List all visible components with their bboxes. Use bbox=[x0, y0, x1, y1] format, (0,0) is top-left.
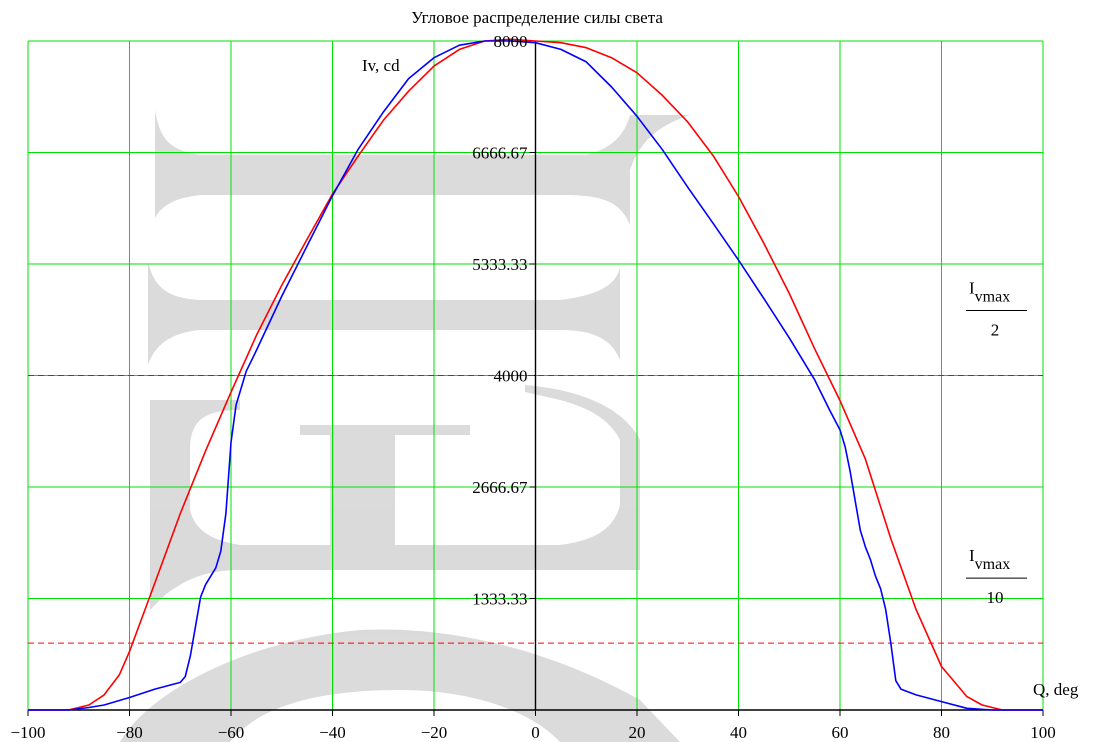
ref-label-denominator: 2 bbox=[991, 321, 1000, 340]
watermark bbox=[120, 110, 690, 742]
series-line-2 bbox=[28, 40, 1043, 711]
x-tick-label: −40 bbox=[319, 723, 346, 742]
reference-annotations: Ivmax 2 Ivmax 10 bbox=[966, 279, 1027, 607]
x-tick-label: 100 bbox=[1030, 723, 1056, 742]
ref-label-denominator: 10 bbox=[987, 588, 1004, 607]
x-axis-label: Q, deg bbox=[1033, 680, 1079, 699]
y-tick-label: 8000 bbox=[494, 32, 528, 51]
y-tick-label: 1333.33 bbox=[472, 590, 527, 609]
watermark-letter-mid bbox=[148, 262, 620, 365]
x-tick-label: −80 bbox=[116, 723, 143, 742]
series-line-1 bbox=[28, 38, 1043, 711]
ref-label-numerator: Ivmax bbox=[969, 546, 1010, 573]
chart-title: Угловое распределение силы света bbox=[411, 8, 663, 27]
x-tick-label: −20 bbox=[421, 723, 448, 742]
x-tick-label: −100 bbox=[10, 723, 45, 742]
axes bbox=[27, 40, 1044, 716]
ref-label-numerator: Ivmax bbox=[969, 279, 1010, 306]
y-tick-label: 4000 bbox=[494, 367, 528, 386]
x-tick-label: 80 bbox=[933, 723, 950, 742]
x-tick-labels: −100 −80 −60 −40 −20 0 20 40 60 80 100 bbox=[10, 723, 1055, 742]
x-tick-label: 60 bbox=[832, 723, 849, 742]
watermark-letter-e2 bbox=[150, 385, 640, 610]
series-group bbox=[28, 38, 1043, 711]
x-tick-label: 40 bbox=[730, 723, 747, 742]
watermark-letter-top bbox=[155, 110, 690, 225]
y-tick-label: 5333.33 bbox=[472, 255, 527, 274]
y-tick-label: 2666.67 bbox=[472, 478, 528, 497]
watermark-letter-bottom bbox=[120, 629, 680, 742]
y-tick-label: 6666.67 bbox=[472, 143, 528, 162]
x-tick-label: 0 bbox=[531, 723, 540, 742]
x-tick-label: 20 bbox=[629, 723, 646, 742]
y-axis-label: Iv, cd bbox=[362, 56, 400, 75]
x-tick-label: −60 bbox=[218, 723, 245, 742]
reference-lines bbox=[28, 375, 1043, 644]
y-tick-labels: 1333.33 2666.67 4000 5333.33 6666.67 8000 bbox=[472, 32, 528, 609]
